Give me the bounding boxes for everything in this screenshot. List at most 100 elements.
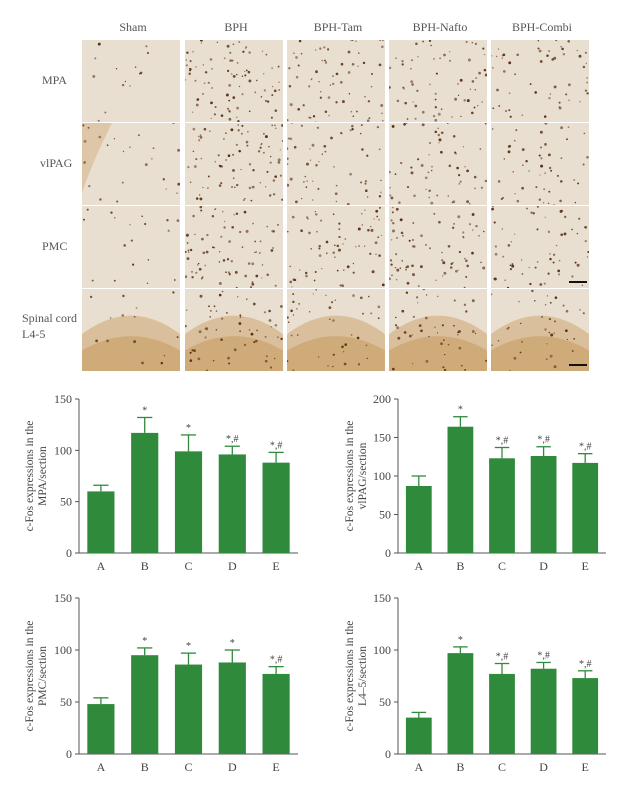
y-tick-label: 100 bbox=[373, 469, 391, 483]
significance-label: *,# bbox=[537, 435, 550, 446]
x-tick-label: C bbox=[498, 760, 506, 774]
x-tick-label: E bbox=[272, 760, 279, 774]
y-axis-label: c-Fos expressions in the bbox=[24, 421, 36, 532]
micrograph-image bbox=[185, 123, 283, 205]
significance-label: *,# bbox=[226, 434, 239, 445]
micrograph-image bbox=[82, 123, 180, 205]
y-tick-label: 50 bbox=[60, 495, 72, 509]
y-axis-label: c-Fos expressions in the bbox=[24, 621, 36, 732]
y-tick-label: 50 bbox=[379, 508, 391, 522]
micrograph-image bbox=[287, 289, 385, 371]
y-axis-label: MPA/section bbox=[37, 446, 49, 506]
column-label-bph-tam: BPH-Tam bbox=[313, 20, 363, 34]
x-tick-label: A bbox=[414, 760, 423, 774]
significance-label: *,# bbox=[579, 659, 592, 670]
x-tick-label: B bbox=[141, 760, 149, 774]
micrograph-image bbox=[287, 206, 385, 288]
y-axis-label: c-Fos expressions in the bbox=[344, 621, 356, 732]
bar bbox=[131, 655, 159, 754]
y-tick-label: 50 bbox=[60, 695, 72, 709]
y-tick-label: 100 bbox=[54, 643, 72, 657]
micrograph-image bbox=[82, 206, 180, 288]
bar bbox=[572, 678, 599, 754]
x-tick-label: D bbox=[539, 559, 548, 573]
micrograph-image bbox=[389, 40, 487, 122]
x-tick-label: D bbox=[228, 760, 237, 774]
significance-label: * bbox=[230, 638, 235, 649]
y-axis-label: L4–5/section bbox=[357, 646, 369, 706]
y-tick-label: 50 bbox=[379, 695, 391, 709]
x-tick-label: C bbox=[184, 559, 192, 573]
row-label-mpa: MPA bbox=[42, 73, 67, 87]
bar bbox=[530, 668, 557, 754]
significance-label: * bbox=[458, 635, 463, 646]
micrograph-panel bbox=[82, 123, 180, 205]
y-tick-label: 0 bbox=[385, 747, 391, 761]
significance-label: * bbox=[142, 405, 147, 416]
y-axis-label: c-Fos expressions in the bbox=[344, 421, 356, 532]
y-axis-label: vlPAG/section bbox=[357, 442, 369, 509]
micrograph-image bbox=[185, 206, 283, 288]
micrograph-panel bbox=[389, 289, 487, 371]
micrograph-panel bbox=[491, 40, 589, 122]
y-tick-label: 150 bbox=[54, 591, 72, 605]
bar bbox=[87, 491, 115, 553]
x-tick-label: C bbox=[498, 559, 506, 573]
micrograph-panel bbox=[185, 289, 283, 371]
micrograph-panel bbox=[389, 40, 487, 122]
significance-label: *,# bbox=[496, 652, 509, 663]
bar bbox=[489, 458, 515, 553]
micrograph-panel bbox=[185, 123, 283, 205]
x-tick-label: A bbox=[97, 760, 106, 774]
micrograph-image bbox=[491, 40, 589, 122]
micrograph-panel bbox=[82, 206, 180, 288]
row-label-vlpag: vlPAG bbox=[40, 156, 73, 170]
significance-label: *,# bbox=[537, 650, 550, 661]
y-tick-label: 150 bbox=[54, 392, 72, 406]
x-tick-label: B bbox=[141, 559, 149, 573]
significance-label: * bbox=[186, 641, 191, 652]
x-tick-label: B bbox=[456, 559, 464, 573]
micrograph-panel bbox=[287, 40, 385, 122]
significance-label: * bbox=[186, 423, 191, 434]
bar bbox=[262, 673, 290, 754]
x-tick-label: D bbox=[228, 559, 237, 573]
bar bbox=[489, 673, 515, 754]
y-tick-label: 100 bbox=[54, 443, 72, 457]
micrograph-image bbox=[82, 40, 180, 122]
x-tick-label: A bbox=[414, 559, 423, 573]
y-tick-label: 0 bbox=[66, 747, 72, 761]
bar bbox=[530, 455, 557, 553]
micrograph-image bbox=[491, 123, 589, 205]
column-label-sham: Sham bbox=[119, 20, 147, 34]
y-tick-label: 0 bbox=[385, 546, 391, 560]
row-label-spinal-cord: Spinal cord L4-5 bbox=[22, 311, 77, 341]
micrograph-image bbox=[491, 289, 589, 371]
row-label-pmc: PMC bbox=[42, 239, 68, 253]
micrograph-panel bbox=[491, 123, 589, 205]
y-tick-label: 150 bbox=[373, 591, 391, 605]
micrograph-image bbox=[491, 206, 589, 288]
x-tick-label: A bbox=[97, 559, 106, 573]
bar bbox=[447, 426, 474, 553]
x-tick-label: E bbox=[582, 559, 589, 573]
micrograph-image bbox=[185, 40, 283, 122]
column-label-bph: BPH bbox=[224, 20, 248, 34]
micrograph-panel bbox=[82, 40, 180, 122]
bar bbox=[174, 664, 203, 754]
micrograph-panel bbox=[389, 206, 487, 288]
micrograph-image bbox=[389, 123, 487, 205]
micrograph-image bbox=[82, 289, 180, 371]
x-tick-label: B bbox=[456, 760, 464, 774]
micrograph-panel bbox=[389, 123, 487, 205]
micrograph-image bbox=[389, 206, 487, 288]
bar bbox=[405, 486, 432, 553]
y-tick-label: 0 bbox=[66, 546, 72, 560]
bar bbox=[218, 662, 246, 754]
y-tick-label: 150 bbox=[373, 431, 391, 445]
micrograph-panel bbox=[287, 123, 385, 205]
bar bbox=[87, 704, 115, 754]
micrograph-panel bbox=[491, 206, 589, 288]
micrograph-image bbox=[389, 289, 487, 371]
